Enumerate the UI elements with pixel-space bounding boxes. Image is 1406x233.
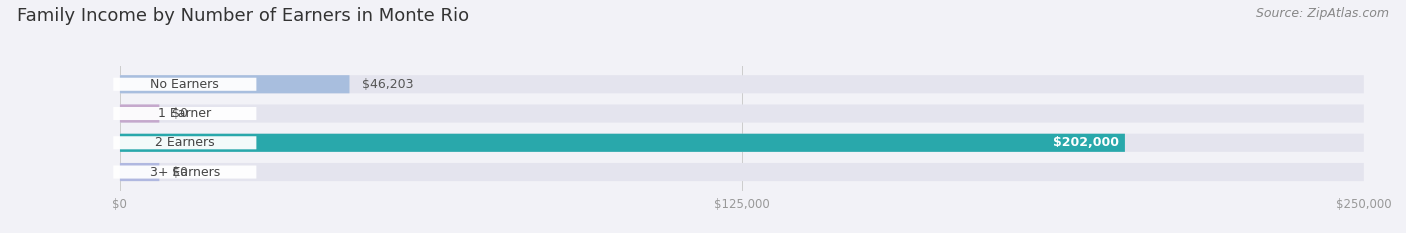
FancyBboxPatch shape (120, 163, 159, 181)
Text: $0: $0 (172, 107, 188, 120)
Text: Family Income by Number of Earners in Monte Rio: Family Income by Number of Earners in Mo… (17, 7, 470, 25)
FancyBboxPatch shape (120, 75, 350, 93)
Text: Source: ZipAtlas.com: Source: ZipAtlas.com (1256, 7, 1389, 20)
FancyBboxPatch shape (120, 104, 159, 123)
FancyBboxPatch shape (120, 134, 1364, 152)
Text: $0: $0 (172, 165, 188, 178)
Text: $46,203: $46,203 (361, 78, 413, 91)
Text: 2 Earners: 2 Earners (155, 136, 215, 149)
Text: 1 Earner: 1 Earner (159, 107, 211, 120)
FancyBboxPatch shape (114, 136, 256, 149)
FancyBboxPatch shape (114, 107, 256, 120)
Text: No Earners: No Earners (150, 78, 219, 91)
Text: 3+ Earners: 3+ Earners (149, 165, 219, 178)
FancyBboxPatch shape (114, 165, 256, 178)
FancyBboxPatch shape (120, 75, 1364, 93)
FancyBboxPatch shape (120, 104, 1364, 123)
FancyBboxPatch shape (120, 163, 1364, 181)
FancyBboxPatch shape (120, 134, 1125, 152)
Text: $202,000: $202,000 (1053, 136, 1119, 149)
FancyBboxPatch shape (114, 78, 256, 91)
